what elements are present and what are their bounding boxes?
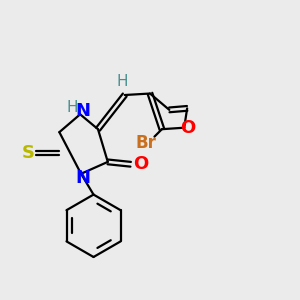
Text: H: H — [67, 100, 79, 115]
Text: O: O — [134, 155, 149, 173]
Text: Br: Br — [135, 134, 156, 152]
Text: N: N — [76, 102, 91, 120]
Text: N: N — [75, 169, 90, 187]
Text: O: O — [180, 119, 195, 137]
Text: H: H — [116, 74, 128, 89]
Text: S: S — [22, 144, 34, 162]
